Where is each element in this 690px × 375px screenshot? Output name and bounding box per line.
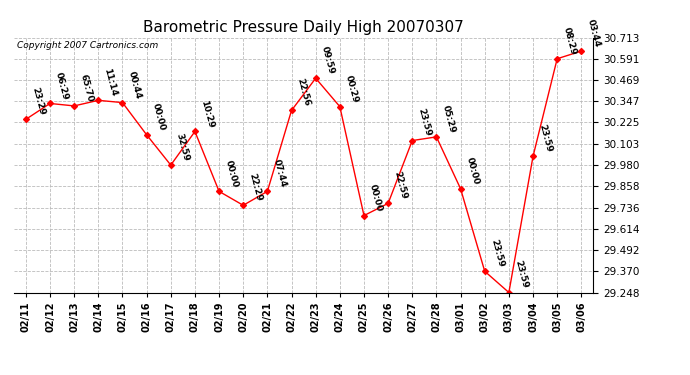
- Text: 05:29: 05:29: [441, 104, 457, 134]
- Text: 22:29: 22:29: [248, 172, 264, 202]
- Text: 22:59: 22:59: [393, 171, 408, 201]
- Text: 09:59: 09:59: [320, 45, 336, 75]
- Text: 00:00: 00:00: [151, 102, 167, 132]
- Text: 00:29: 00:29: [344, 74, 360, 104]
- Text: 00:00: 00:00: [368, 183, 384, 213]
- Text: 07:44: 07:44: [272, 158, 288, 189]
- Text: 10:29: 10:29: [199, 99, 215, 129]
- Text: 23:59: 23:59: [489, 238, 505, 268]
- Text: 00:00: 00:00: [224, 159, 239, 189]
- Text: 00:00: 00:00: [465, 156, 481, 186]
- Text: 08:29: 08:29: [562, 26, 578, 56]
- Text: 32:59: 32:59: [175, 132, 191, 162]
- Text: 22:56: 22:56: [296, 78, 312, 108]
- Text: 65:70: 65:70: [79, 73, 95, 103]
- Text: Copyright 2007 Cartronics.com: Copyright 2007 Cartronics.com: [17, 41, 158, 50]
- Text: 06:29: 06:29: [55, 71, 70, 101]
- Text: 23:59: 23:59: [538, 123, 553, 154]
- Text: 23:59: 23:59: [513, 260, 529, 290]
- Title: Barometric Pressure Daily High 20070307: Barometric Pressure Daily High 20070307: [144, 20, 464, 35]
- Text: 11:14: 11:14: [103, 68, 119, 98]
- Text: 23:29: 23:29: [30, 86, 46, 117]
- Text: 23:59: 23:59: [417, 108, 433, 138]
- Text: 00:44: 00:44: [127, 70, 143, 100]
- Text: 03:44: 03:44: [586, 18, 602, 48]
